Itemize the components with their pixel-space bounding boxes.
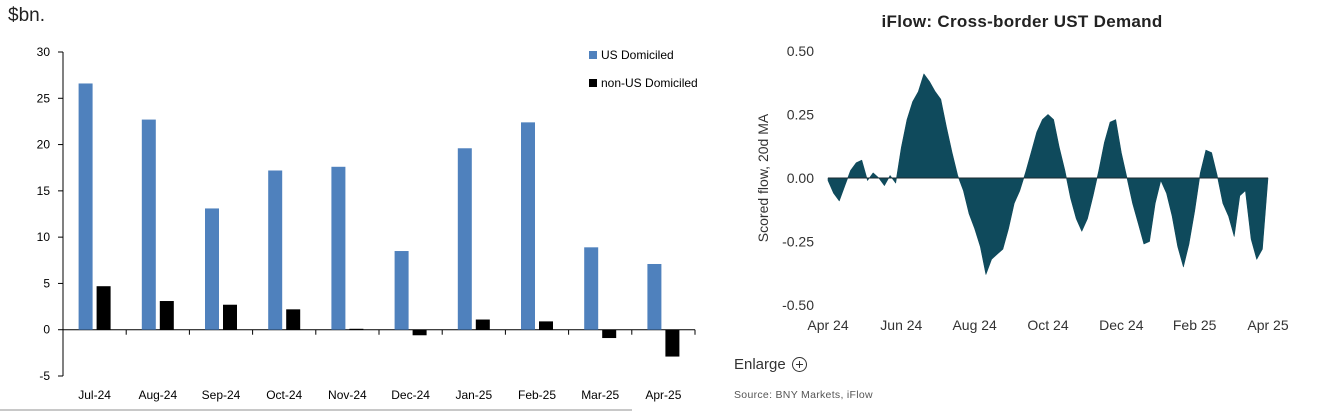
bar-chart: $bn. 30 25 20 15 10 5 0 -5 Jul-24 Aug-24 Sep-24 Oct-… [8,5,698,402]
flow-area-series [827,73,1269,275]
y-tick-label: -5 [39,369,50,383]
x-tick-label: Apr 25 [1247,317,1288,333]
x-tick-label: Jul-24 [78,388,111,402]
bar-us-dec-24 [394,251,409,330]
left-chart-panel: $bn. 30 25 20 15 10 5 0 -5 Jul-24 Aug-24 Sep-24 Oct-… [0,5,698,411]
right-chart-panel: iFlow: Cross-border UST Demand Scored flo… [720,0,1337,415]
bar-non-us-jan-25 [475,319,490,330]
y-tick-label: 5 [43,276,50,290]
y-axis-title: Scored flow, 20d MA [755,113,771,242]
y-tick-label: 0.25 [787,107,814,123]
bar-us-jul-24 [78,83,93,330]
source-note: Source: BNY Markets, iFlow [734,389,873,401]
bar-non-us-oct-24 [286,309,301,330]
x-tick-label: Dec 24 [1099,317,1144,333]
y-tick-label: 0 [43,323,50,337]
x-tick-label: Dec-24 [391,388,430,402]
plus-circle-icon [791,357,807,372]
bar-us-aug-24 [141,119,156,330]
x-tick-label: Jan-25 [455,388,492,402]
x-tick-label: Aug-24 [138,388,177,402]
bar-us-nov-24 [331,166,346,330]
bar-us-oct-24 [268,170,283,330]
y-tick-label: 15 [37,184,51,198]
x-tick-label: Feb 25 [1173,317,1217,333]
legend-label: non-US Domiciled [601,76,698,90]
x-tick-label: Oct-24 [266,388,302,402]
panel-divider [0,409,632,411]
unit-label: $bn. [8,5,45,26]
bar-non-us-sep-24 [223,304,237,330]
enlarge-button[interactable]: Enlarge [734,356,807,373]
bar-us-feb-25 [521,122,535,330]
x-tick-label: Oct 24 [1027,317,1068,333]
y-tick-label: -0.50 [782,297,814,313]
x-tick-label: Nov-24 [328,388,367,402]
bar-non-us-mar-25 [602,329,617,339]
bar-non-us-apr-25 [665,329,680,357]
enlarge-label: Enlarge [734,356,786,373]
x-tick-label: Mar-25 [581,388,619,402]
bar-non-us-nov-24 [349,328,364,330]
bar-non-us-dec-24 [412,329,427,336]
x-tick-label: Jun 24 [880,317,922,333]
legend-swatch-1 [589,79,597,87]
area-chart: iFlow: Cross-border UST Demand Scored flo… [755,12,1289,333]
legend-swatch-0 [589,51,597,59]
y-tick-label: 10 [37,230,51,244]
y-tick-label: 0.50 [787,43,814,59]
y-tick-label: 20 [37,138,51,152]
y-tick-label: 30 [37,45,51,59]
y-tick-label: -0.25 [782,234,814,250]
x-tick-label: Feb-25 [518,388,556,402]
bar-us-mar-25 [584,247,599,330]
y-tick-label: 25 [37,91,51,105]
bar-us-sep-24 [205,208,219,330]
x-tick-label: Apr-25 [645,388,681,402]
bar-non-us-jul-24 [96,286,111,330]
x-tick-label: Apr 24 [807,317,848,333]
x-tick-label: Aug 24 [952,317,997,333]
legend-label: US Domiciled [601,48,674,62]
chart-title: iFlow: Cross-border UST Demand [881,12,1162,31]
y-tick-label: 0.00 [787,170,814,186]
bar-us-apr-25 [647,263,662,330]
bar-non-us-aug-24 [159,301,174,330]
bar-us-jan-25 [457,148,472,330]
bar-non-us-feb-25 [539,321,553,330]
x-tick-label: Sep-24 [202,388,241,402]
